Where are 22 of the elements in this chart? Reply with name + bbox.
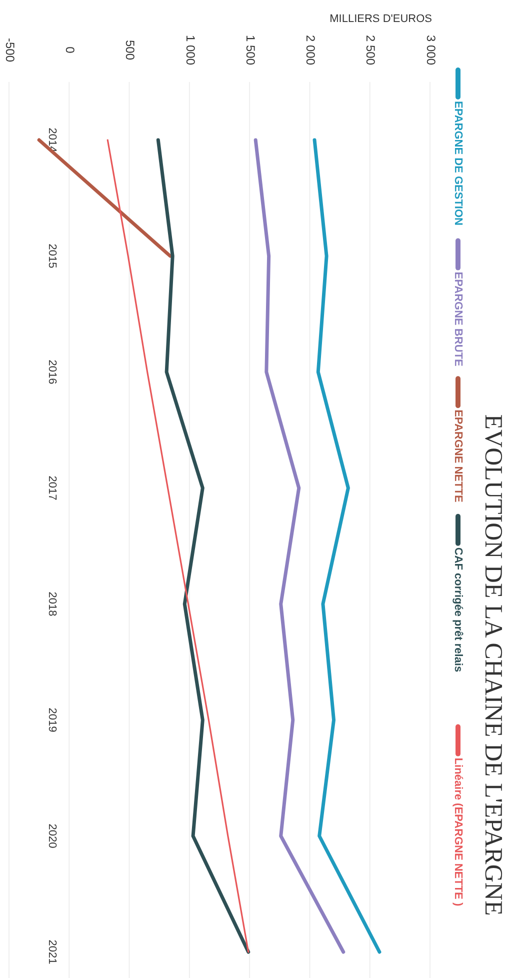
x-tick-label: 3 000: [424, 34, 438, 66]
y-tick-label: 2015: [46, 244, 58, 268]
y-tick-label: 2020: [46, 824, 58, 848]
y-tick-label: 2021: [46, 940, 58, 964]
text: EVOLUTION DE LA CHAINE DE L'EPARGNE: [479, 414, 506, 916]
y-tick-label: 2017: [46, 476, 58, 500]
text: EPARGNE DE GESTION: [452, 101, 464, 226]
x-tick-label: -500: [2, 38, 17, 62]
x-tick-label: 2 000: [304, 34, 318, 66]
x-tick-label: 2 500: [364, 34, 378, 66]
text: Linéaire (EPARGNE NETTE ): [452, 758, 464, 906]
y-tick-label: 2018: [46, 592, 58, 616]
x-tick-label: 0: [62, 46, 77, 54]
text: EPARGNE NETTE: [452, 410, 464, 502]
x-tick-label: 1 000: [183, 34, 198, 66]
x-tick-label: 500: [123, 40, 138, 60]
y-tick-label: 2019: [46, 708, 58, 732]
text: CAF corrigée prêt relais: [452, 547, 464, 672]
text: EPARGNE BRUTE: [452, 272, 464, 366]
y-tick-label: 2016: [46, 360, 58, 384]
x-tick-label: 1 500: [243, 34, 258, 66]
x-axis-title: MILLIERS D'EUROS: [330, 13, 432, 25]
